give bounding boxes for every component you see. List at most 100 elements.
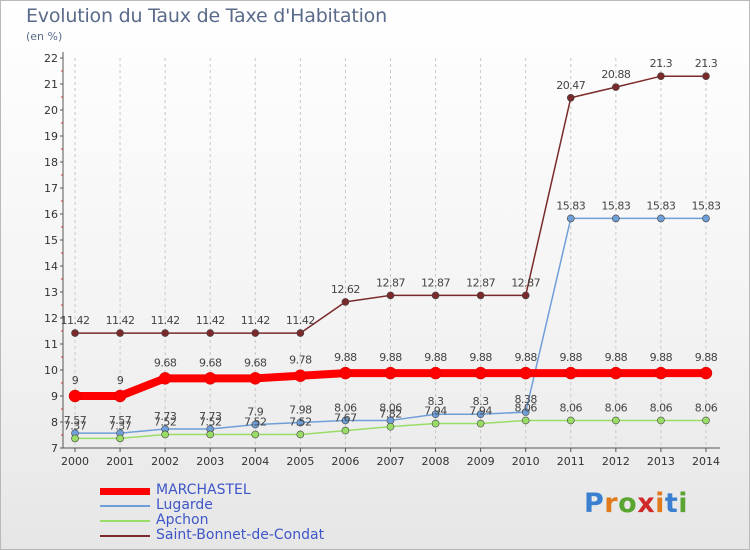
data-point: [161, 329, 169, 337]
proxiti-logo: Proxiti: [584, 488, 689, 519]
data-label: 7.82: [379, 408, 402, 421]
data-label: 9: [72, 374, 79, 387]
legend-label: Lugarde: [156, 497, 213, 513]
data-label: 9.88: [379, 351, 402, 364]
y-tick-label: 8: [51, 416, 58, 429]
data-label: 7.57: [64, 414, 87, 427]
chart-subtitle: (en %): [26, 30, 63, 43]
data-point: [116, 434, 124, 443]
data-label: 12.87: [466, 276, 495, 289]
data-point: [519, 366, 532, 380]
data-point: [116, 329, 124, 337]
data-point: [339, 366, 352, 380]
y-tick-label: 11: [44, 338, 58, 351]
data-label: 11.42: [196, 314, 225, 327]
data-point: [566, 416, 575, 425]
data-label: 12.62: [331, 283, 360, 296]
x-tick-label: 2006: [331, 455, 359, 468]
y-tick-label: 18: [44, 156, 58, 169]
y-tick-label: 9: [51, 390, 58, 403]
x-tick-label: 2009: [467, 455, 495, 468]
legend-swatch: [100, 487, 150, 495]
data-label: 11.42: [286, 314, 315, 327]
data-point: [296, 418, 305, 427]
data-label: 9: [117, 374, 124, 387]
data-label: 9.88: [650, 351, 673, 364]
legend-swatch: [100, 535, 150, 537]
data-label: 8.06: [514, 401, 537, 414]
data-label: 9.78: [289, 354, 312, 367]
x-tick-label: 2010: [512, 455, 540, 468]
data-point: [431, 291, 440, 300]
y-tick-label: 7: [51, 442, 58, 455]
data-point: [612, 83, 620, 91]
y-tick-label: 22: [44, 52, 58, 65]
data-point: [657, 416, 665, 425]
data-label: 7.67: [334, 412, 357, 425]
data-point: [113, 389, 127, 403]
data-label: 9.68: [154, 356, 177, 369]
data-label: 7.94: [469, 405, 492, 418]
data-point: [341, 416, 350, 425]
data-point: [341, 426, 350, 435]
data-label: 15.83: [556, 199, 585, 212]
data-label: 15.83: [691, 199, 720, 212]
y-tick-label: 12: [44, 312, 58, 325]
data-point: [203, 372, 217, 385]
x-tick-label: 2014: [692, 455, 720, 468]
data-label: 11.42: [241, 314, 270, 327]
x-tick-label: 2003: [196, 455, 224, 468]
x-tick-label: 2001: [106, 455, 134, 468]
data-point: [657, 214, 665, 223]
data-point: [431, 419, 440, 428]
data-point: [386, 422, 395, 431]
y-tick-label: 13: [44, 286, 58, 299]
data-label: 9.88: [695, 351, 718, 364]
data-label: 9.88: [424, 351, 447, 364]
data-point: [249, 372, 262, 385]
data-label: 8.3: [473, 395, 489, 408]
legend-swatch: [100, 520, 150, 522]
data-label: 12.87: [421, 276, 450, 289]
data-label: 8.06: [605, 401, 628, 414]
data-point: [251, 329, 260, 337]
y-tick-label: 15: [44, 234, 58, 247]
data-label: 7.52: [244, 415, 267, 428]
x-tick-label: 2013: [647, 455, 675, 468]
data-point: [161, 430, 169, 439]
data-label: 9.68: [244, 356, 267, 369]
data-point: [474, 366, 487, 380]
chart-title: Evolution du Taux de Taxe d'Habitation: [26, 5, 387, 27]
x-tick-label: 2007: [376, 455, 404, 468]
data-point: [476, 410, 485, 419]
x-tick-label: 2011: [557, 455, 585, 468]
data-point: [566, 214, 575, 223]
data-label: 7.73: [154, 410, 177, 423]
data-label: 8.38: [514, 393, 537, 406]
data-point: [476, 291, 485, 300]
data-label: 12.87: [511, 276, 540, 289]
data-point: [296, 329, 305, 337]
data-point: [206, 329, 215, 337]
x-tick-label: 2002: [151, 455, 179, 468]
y-tick-label: 10: [44, 364, 58, 377]
y-tick-label: 14: [44, 260, 58, 273]
y-tick-label: 16: [44, 208, 58, 221]
data-point: [341, 298, 350, 306]
data-label: 7.52: [199, 415, 222, 428]
data-label: 11.42: [106, 314, 135, 327]
data-label: 8.06: [695, 401, 718, 414]
data-label: 12.87: [376, 276, 405, 289]
legend-label: Saint-Bonnet-de-Condat: [156, 527, 325, 543]
data-point: [251, 430, 260, 439]
data-point: [386, 291, 395, 300]
data-point: [294, 369, 307, 382]
data-label: 9.88: [560, 351, 583, 364]
data-point: [476, 419, 485, 428]
legend-swatch: [100, 505, 150, 507]
data-label: 8.06: [650, 401, 673, 414]
data-label: 21.3: [650, 57, 673, 70]
data-point: [429, 366, 442, 380]
